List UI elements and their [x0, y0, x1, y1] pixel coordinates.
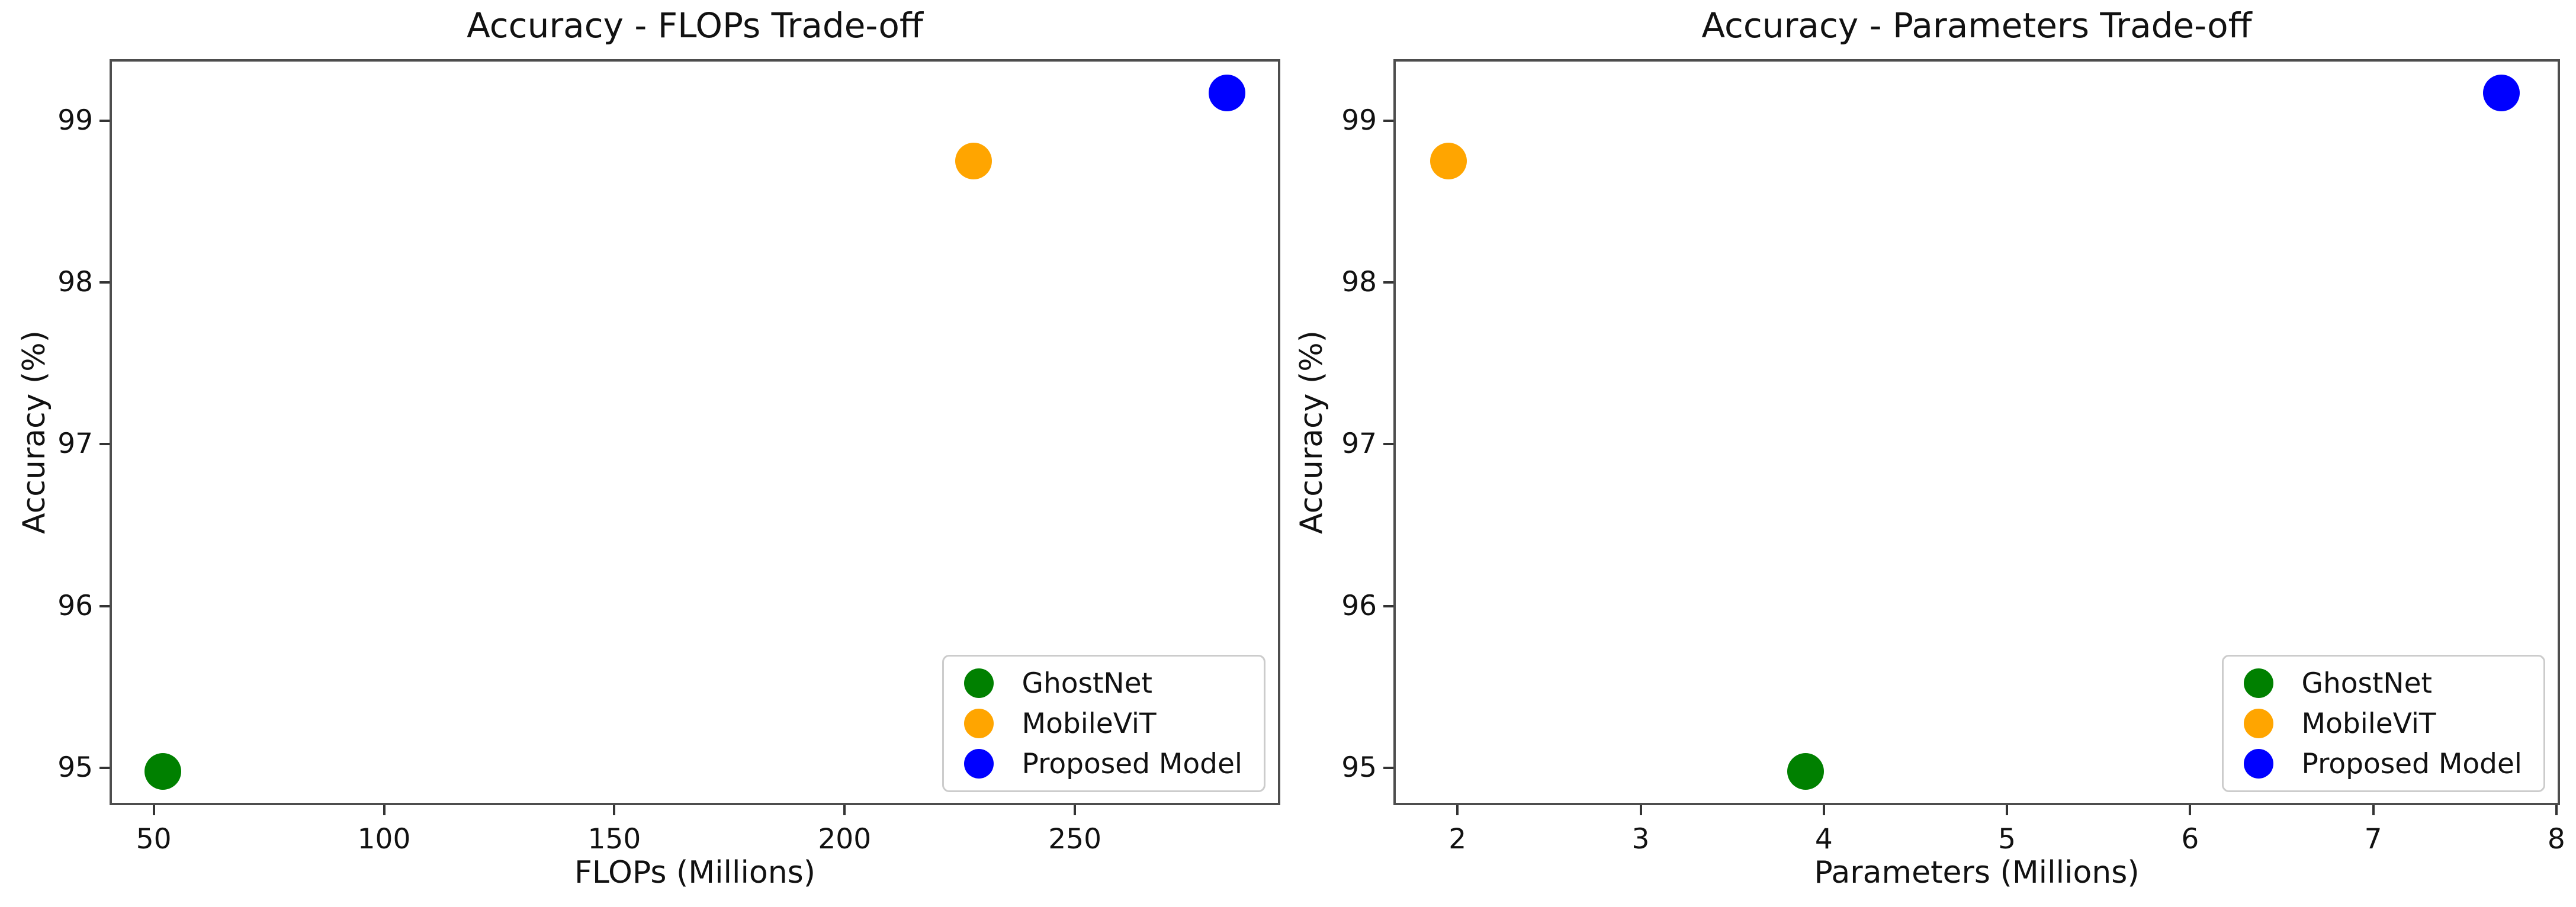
legend-label: GhostNet: [2301, 667, 2432, 700]
y-tick-label: 95: [57, 751, 93, 784]
x-tick-mark: [613, 805, 616, 815]
x-tick-mark: [1074, 805, 1077, 815]
x-tick-label: 4: [1814, 823, 1833, 855]
legend-item-proposed-model: Proposed Model: [2233, 745, 2522, 782]
point-proposed-model: [1208, 75, 1245, 112]
y-tick-mark: [1383, 767, 1393, 770]
point-ghostnet: [1787, 752, 1824, 790]
y-tick-mark: [99, 604, 110, 607]
legend-label: Proposed Model: [2301, 747, 2522, 780]
y-tick-mark: [99, 281, 110, 284]
y-tick-mark: [99, 119, 110, 122]
y-tick-mark: [1383, 119, 1393, 122]
legend-marker-icon: [2243, 709, 2273, 738]
legend-item-mobilevit: MobileViT: [953, 705, 1242, 742]
legend-item-proposed-model: Proposed Model: [953, 745, 1242, 782]
point-proposed-model: [2483, 75, 2520, 112]
x-tick-label: 8: [2547, 823, 2565, 855]
x-tick-label: 2: [1448, 823, 1467, 855]
x-tick-mark: [1822, 805, 1825, 815]
x-tick-label: 5: [1998, 823, 2016, 855]
x-tick-mark: [152, 805, 155, 815]
legend-marker-icon: [963, 668, 994, 698]
legend-item-ghostnet: GhostNet: [2233, 665, 2522, 702]
x-tick-mark: [1639, 805, 1642, 815]
chart-accuracy-parameters: Accuracy - Parameters Trade-off Accuracy…: [1288, 0, 2576, 907]
y-tick-label: 95: [1341, 751, 1377, 784]
x-axis-label: Parameters (Millions): [1814, 855, 2140, 890]
y-tick-label: 96: [1341, 589, 1377, 622]
legend-label: GhostNet: [1022, 667, 1152, 700]
chart-title: Accuracy - FLOPs Trade-off: [467, 5, 923, 46]
legend-marker-icon: [963, 709, 994, 738]
legend-item-ghostnet: GhostNet: [953, 665, 1242, 702]
legend-item-mobilevit: MobileViT: [2233, 705, 2522, 742]
x-tick-mark: [2189, 805, 2192, 815]
x-tick-mark: [843, 805, 846, 815]
x-tick-mark: [1456, 805, 1459, 815]
x-tick-label: 200: [818, 823, 872, 855]
legend: GhostNet MobileViT Proposed Model: [942, 655, 1265, 792]
y-tick-label: 98: [57, 266, 93, 299]
x-tick-label: 7: [2364, 823, 2382, 855]
y-tick-mark: [1383, 281, 1393, 284]
x-tick-mark: [2555, 805, 2558, 815]
x-tick-label: 100: [357, 823, 411, 855]
x-tick-label: 150: [587, 823, 641, 855]
y-tick-mark: [1383, 604, 1393, 607]
x-axis-label: FLOPs (Millions): [574, 855, 816, 890]
x-tick-mark: [2006, 805, 2009, 815]
x-tick-label: 50: [136, 823, 172, 855]
legend-label: MobileViT: [1022, 707, 1157, 740]
x-tick-label: 3: [1631, 823, 1650, 855]
x-tick-mark: [383, 805, 386, 815]
y-tick-mark: [99, 767, 110, 770]
y-tick-label: 99: [1341, 104, 1377, 137]
y-tick-label: 97: [1341, 427, 1377, 461]
legend-marker-icon: [2243, 749, 2273, 779]
x-tick-label: 6: [2181, 823, 2199, 855]
y-tick-mark: [1383, 443, 1393, 446]
legend-label: Proposed Model: [1022, 747, 1242, 780]
x-tick-mark: [2372, 805, 2375, 815]
y-tick-label: 99: [57, 104, 93, 137]
legend-marker-icon: [963, 749, 994, 779]
point-ghostnet: [144, 752, 182, 790]
chart-title: Accuracy - Parameters Trade-off: [1701, 5, 2252, 46]
x-tick-label: 250: [1048, 823, 1101, 855]
chart-accuracy-flops: Accuracy - FLOPs Trade-off Accuracy (%) …: [17, 5, 1280, 890]
y-tick-label: 98: [1341, 266, 1377, 299]
y-tick-mark: [99, 443, 110, 446]
point-mobilevit: [1430, 143, 1467, 180]
y-tick-label: 97: [57, 427, 93, 461]
legend-label: MobileViT: [2301, 707, 2436, 740]
y-tick-label: 96: [57, 589, 93, 622]
legend: GhostNet MobileViT Proposed Model: [2221, 655, 2545, 792]
point-mobilevit: [955, 143, 993, 180]
legend-marker-icon: [2243, 668, 2273, 698]
